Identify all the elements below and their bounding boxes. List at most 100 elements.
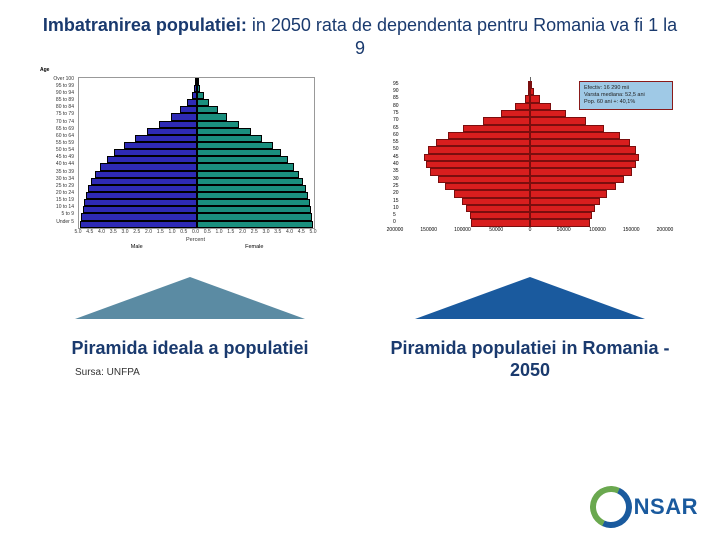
chart2-male-bar: [470, 212, 531, 219]
logo-text: NSAR: [634, 494, 698, 520]
chart1-x-tick: 0.5: [204, 229, 211, 235]
chart1-female-bar: [197, 142, 273, 149]
chart1-male-bar: [91, 178, 197, 185]
chart2-x-tick: 50000: [557, 227, 571, 233]
chart1-female-bar: [197, 185, 306, 192]
chart2-female-bar: [530, 103, 551, 110]
chart2-male-bar: [445, 183, 530, 190]
chart1-age-label: 80 to 84: [56, 104, 74, 110]
chart1-caption: Piramida ideala a populatiei: [71, 337, 308, 360]
chart1-male-bar: [81, 213, 196, 220]
chart2-age-label: 40: [393, 161, 399, 167]
chart2-male-bar: [466, 205, 530, 212]
chart2-age-label: 20: [393, 190, 399, 196]
unsar-logo: NSAR: [590, 486, 698, 528]
chart1-male-bar: [80, 221, 196, 228]
chart2-female-bar: [530, 139, 630, 146]
chart2-female-bar: [530, 132, 620, 139]
chart1-male-bar: [114, 149, 196, 156]
chart1-male-bar: [107, 156, 196, 163]
chart2-male-bar: [438, 176, 530, 183]
chart1-male-bar: [180, 106, 196, 113]
chart1-x-tick: 4.5: [86, 229, 93, 235]
chart2-female-bar: [530, 117, 586, 124]
chart2-x-tick: 150000: [420, 227, 437, 233]
chart2-female-bar: [530, 146, 636, 153]
chart1-female-bar: [197, 121, 239, 128]
chart1-x-tick: 1.0: [169, 229, 176, 235]
chart2-column: 95908580757065605550454035302520151050 2…: [370, 67, 690, 382]
chart1-age-label: 5 to 9: [61, 211, 74, 217]
logo-ring-icon: [584, 480, 638, 534]
chart1-age-label: 40 to 44: [56, 161, 74, 167]
chart1-x-tick: 3.5: [274, 229, 281, 235]
chart1-male-label: Male: [78, 244, 196, 250]
chart1-female-bar: [197, 128, 251, 135]
chart2-male-bar: [430, 168, 530, 175]
chart1-age-title: Age: [40, 67, 49, 73]
chart1-female-bar: [197, 178, 304, 185]
chart1-x-tick: 2.0: [239, 229, 246, 235]
info-line2: Varsta mediana: 52,5 ani: [584, 92, 668, 99]
chart1-female-bar: [197, 85, 201, 92]
chart1-female-label: Female: [196, 244, 314, 250]
chart1-column: Age Over 10095 to 9990 to 9485 to 8980 t…: [30, 67, 350, 382]
chart2-female-bar: [530, 212, 592, 219]
chart2-x-tick: 150000: [623, 227, 640, 233]
chart1-age-label: 75 to 79: [56, 111, 74, 117]
chart1-female-bar: [197, 99, 210, 106]
chart1-female-bar: [197, 163, 295, 170]
chart2-age-label: 0: [393, 219, 396, 225]
chart2-age-label: 25: [393, 183, 399, 189]
chart1-male-bar: [84, 199, 197, 206]
chart1-male-bar: [187, 99, 196, 106]
chart2-age-label: 5: [393, 212, 396, 218]
chart1-age-label: 50 to 54: [56, 147, 74, 153]
source-label: Sursa: UNFPA: [75, 367, 395, 378]
chart1-x-tick: 2.5: [251, 229, 258, 235]
chart1-age-label: 70 to 74: [56, 119, 74, 125]
chart2-female-bar: [530, 219, 590, 226]
chart2-age-label: 95: [393, 81, 399, 87]
chart1-x-ticks: 5.04.54.03.53.02.52.01.51.00.50.00.51.01…: [78, 229, 313, 237]
chart1-male-bar: [100, 163, 196, 170]
chart1-x-tick: 4.0: [286, 229, 293, 235]
chart1-age-label: 65 to 69: [56, 126, 74, 132]
info-line1: Efectiv: 16 290 mii: [584, 85, 668, 92]
chart1-female-bar: [197, 192, 309, 199]
chart2-male-bar: [428, 146, 530, 153]
info-line3: Pop. 60 ani +: 40,1%: [584, 99, 668, 106]
chart2-age-label: 35: [393, 168, 399, 174]
chart1-female-bar: [197, 213, 313, 220]
chart2-plot-area: 95908580757065605550454035302520151050 2…: [395, 77, 665, 237]
chart2-age-label: 80: [393, 103, 399, 109]
charts-row: Age Over 10095 to 9990 to 9485 to 8980 t…: [0, 67, 720, 382]
chart2-female-bar: [530, 154, 639, 161]
chart2-male-bar: [462, 198, 530, 205]
chart2-age-label: 30: [393, 176, 399, 182]
chart1-male-bar: [159, 121, 197, 128]
chart1-female-bar: [197, 156, 289, 163]
chart2-male-bar: [501, 110, 530, 117]
chart1-age-label: 15 to 19: [56, 197, 74, 203]
chart1-age-label: 55 to 59: [56, 140, 74, 146]
chart1-male-bar: [88, 185, 196, 192]
chart1-x-tick: 5.0: [310, 229, 317, 235]
chart2-x-tick: 100000: [589, 227, 606, 233]
chart1-x-tick: 0.0: [192, 229, 199, 235]
chart1-x-tick: 5.0: [75, 229, 82, 235]
chart2-age-label: 10: [393, 205, 399, 211]
chart1-female-bar: [197, 78, 199, 85]
chart2-x-tick: 200000: [657, 227, 674, 233]
chart2-female-bar: [530, 190, 607, 197]
chart2-male-bar: [436, 139, 530, 146]
chart2-male-bar: [448, 132, 530, 139]
chart2-female-bar: [530, 81, 532, 88]
chart1-male-bar: [171, 113, 197, 120]
chart1-x-tick: 2.5: [133, 229, 140, 235]
chart1-arrow-up-icon: [75, 277, 305, 319]
chart1-age-label: 35 to 39: [56, 169, 74, 175]
chart2-male-bar: [471, 219, 530, 226]
chart1-female-bar: [197, 199, 310, 206]
chart2-age-label: 60: [393, 132, 399, 138]
